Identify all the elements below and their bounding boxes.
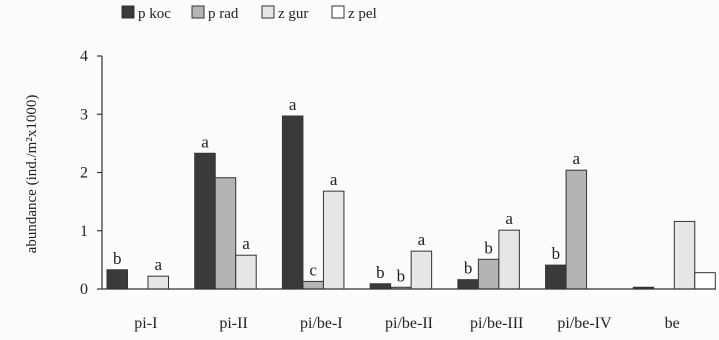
bar <box>214 177 237 290</box>
x-tick-label: pi-II <box>219 315 247 332</box>
x-tick-label: pi/be-II <box>385 315 433 332</box>
bar <box>235 254 257 290</box>
bar-significance-label: a <box>242 234 250 253</box>
legend-swatch <box>121 5 135 19</box>
legend-entry: p koc <box>138 6 171 22</box>
x-tick-label: pi/be-I <box>300 315 343 332</box>
bar <box>369 283 392 290</box>
bar <box>694 272 716 290</box>
bar <box>477 258 500 290</box>
x-tick-label: pi/be-III <box>470 315 523 332</box>
y-tick-label: 0 <box>80 281 88 298</box>
bar-significance-label: b <box>113 249 122 268</box>
bar <box>545 264 567 290</box>
bar-significance-label: a <box>505 209 513 228</box>
bar-significance-label: b <box>552 244 561 263</box>
x-tick-label: be <box>665 315 680 332</box>
y-axis: 0 1 2 3 4 <box>80 48 103 298</box>
legend-entry: z pel <box>348 6 377 22</box>
bar <box>281 115 304 290</box>
bar-significance-label: b <box>397 266 406 285</box>
bar-significance-label: a <box>289 95 297 114</box>
legend-swatch <box>331 5 345 19</box>
bar-significance-label: b <box>464 259 473 278</box>
bar <box>457 279 479 290</box>
bar-significance-label: a <box>201 132 209 151</box>
bar-significance-label: a <box>154 255 162 274</box>
bar <box>410 250 433 290</box>
bar-significance-label: a <box>418 230 426 249</box>
legend: p koc p rad z gur z pel <box>121 5 377 22</box>
y-tick-label: 1 <box>80 223 88 240</box>
bar <box>194 152 216 290</box>
bar <box>498 229 520 290</box>
x-tick-label: pi/be-IV <box>557 315 612 332</box>
legend-entry: p rad <box>208 6 239 22</box>
bar-significance-label: a <box>573 149 581 168</box>
y-tick-label: 3 <box>80 106 88 123</box>
x-axis: pi-I pi-II pi/be-I pi/be-II pi/be-III pi/be-I… <box>102 288 716 332</box>
bar <box>322 190 345 290</box>
bar <box>106 269 128 290</box>
legend-swatch <box>261 5 275 19</box>
legend-swatch <box>191 5 205 19</box>
bar-significance-label: b <box>376 263 385 282</box>
bar-significance-label: b <box>484 238 493 257</box>
bar <box>302 280 324 290</box>
bar <box>673 220 696 290</box>
y-tick-label: 2 <box>80 165 88 182</box>
bar <box>565 169 588 290</box>
x-tick-label: pi-I <box>134 315 157 332</box>
bars <box>106 115 716 290</box>
y-axis-label: abundance (ind./m²x1000) <box>24 95 40 254</box>
bar-significance-label: a <box>330 170 338 189</box>
legend-entry: z gur <box>278 6 308 22</box>
bar-significance-label: c <box>309 260 317 279</box>
y-tick-label: 4 <box>80 48 88 65</box>
bar <box>147 275 169 290</box>
